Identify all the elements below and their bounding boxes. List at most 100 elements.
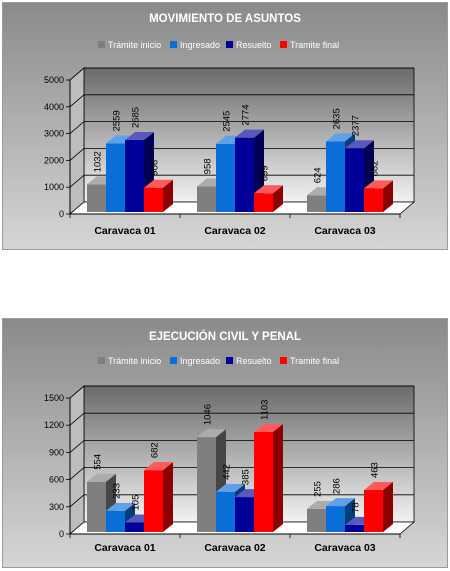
bar-top bbox=[216, 483, 245, 492]
bar-value-label: 2635 bbox=[332, 108, 343, 129]
gridline-side bbox=[69, 440, 85, 453]
bar-front bbox=[364, 490, 383, 532]
bar-front bbox=[106, 510, 125, 532]
bar-front bbox=[125, 522, 144, 532]
bar-front bbox=[197, 186, 216, 212]
bar-value-label: 2685 bbox=[131, 107, 142, 128]
legend-entry: Tramite final bbox=[290, 356, 339, 366]
y-tick-label: 5000 bbox=[44, 75, 64, 85]
legend-entry: Resuelto bbox=[236, 40, 272, 50]
y-tick-label: 900 bbox=[49, 447, 64, 457]
bar-value-label: 1046 bbox=[203, 404, 214, 425]
legend-swatch bbox=[226, 41, 233, 48]
gridline-side bbox=[69, 174, 85, 188]
legend-entry: Trámite inicio bbox=[108, 40, 161, 50]
bar-value-label: 682 bbox=[150, 442, 161, 458]
bar-value-label: 105 bbox=[131, 495, 142, 511]
bar-front bbox=[216, 143, 235, 212]
bar-front bbox=[197, 437, 216, 532]
legend-swatch bbox=[170, 41, 177, 48]
bar-top bbox=[364, 482, 393, 491]
chart-title: MOVIMIENTO DE ASUNTOS bbox=[149, 13, 301, 25]
bar-top bbox=[197, 429, 226, 438]
bar-top bbox=[345, 140, 374, 149]
bar-value-label: 255 bbox=[313, 481, 324, 497]
bar-top bbox=[254, 185, 283, 194]
gridline-side bbox=[69, 467, 85, 480]
bar-front bbox=[216, 491, 235, 532]
y-tick-label: 2000 bbox=[44, 155, 64, 165]
bar-front bbox=[254, 431, 273, 532]
chart-movimiento-de-asuntos: MOVIMIENTO DE ASUNTOS Trámite inicio Ingre… bbox=[2, 2, 448, 250]
y-tick-label: 3000 bbox=[44, 129, 64, 139]
gridline-side bbox=[69, 121, 85, 134]
chart-panel-movimiento: MOVIMIENTO DE ASUNTOS Trámite inicio Ingre… bbox=[2, 2, 448, 250]
bar-top bbox=[254, 423, 283, 432]
bar-value-label: 2545 bbox=[222, 111, 233, 132]
legend-swatch bbox=[280, 357, 287, 364]
bar-front bbox=[106, 143, 125, 212]
bar-top bbox=[326, 498, 355, 507]
bar-value-label: 78 bbox=[351, 502, 362, 513]
bar-value-label: 442 bbox=[222, 464, 233, 480]
bar-value-label: 882 bbox=[370, 161, 381, 177]
bar-value-label: 958 bbox=[203, 158, 214, 174]
legend-swatch bbox=[98, 357, 105, 364]
y-tick-label: 600 bbox=[49, 475, 64, 485]
y-tick-label: 0 bbox=[59, 529, 64, 539]
bar-top bbox=[144, 179, 173, 188]
bar-side bbox=[273, 185, 283, 212]
bar-side bbox=[383, 180, 393, 212]
bar-top bbox=[326, 133, 355, 142]
x-category-label: Caravaca 02 bbox=[204, 542, 265, 554]
bar-value-label: 624 bbox=[313, 167, 324, 183]
bar bbox=[364, 482, 393, 532]
y-tick-label: 1000 bbox=[44, 182, 64, 192]
bar-side bbox=[163, 179, 173, 212]
chart-panel-ejecucion: EJECUCIÓN CIVIL Y PENAL Trámite inicio Ing… bbox=[2, 318, 448, 568]
legend-entry: Resuelto bbox=[236, 356, 272, 366]
bar bbox=[254, 423, 283, 532]
bar-value-label: 1032 bbox=[93, 151, 104, 172]
bar-value-label: 2559 bbox=[112, 110, 123, 131]
chart-title: EJECUCIÓN CIVIL Y PENAL bbox=[149, 330, 301, 343]
bar-top bbox=[87, 473, 116, 482]
bar-front bbox=[326, 141, 345, 212]
x-category-label: Caravaca 01 bbox=[94, 542, 155, 554]
y-tick-label: 0 bbox=[59, 209, 64, 219]
bar-value-label: 1103 bbox=[260, 400, 271, 420]
bar-front bbox=[144, 470, 163, 532]
bar-front bbox=[254, 193, 273, 212]
bar-front bbox=[235, 497, 254, 532]
x-category-label: Caravaca 03 bbox=[314, 225, 375, 237]
plot-side-wall bbox=[69, 67, 85, 215]
bar-side bbox=[383, 482, 393, 532]
bar-front bbox=[364, 188, 383, 212]
x-category-label: Caravaca 02 bbox=[204, 225, 265, 237]
legend-swatch bbox=[98, 41, 105, 48]
bar-top bbox=[106, 135, 135, 144]
legend-entry: Tramite final bbox=[290, 40, 339, 50]
y-tick-label: 300 bbox=[49, 502, 64, 512]
bar-value-label: 233 bbox=[112, 483, 123, 499]
bar-front bbox=[307, 195, 326, 212]
bar-top bbox=[125, 132, 154, 141]
gridline-side bbox=[69, 67, 85, 81]
bar-side bbox=[273, 423, 283, 532]
bar-value-label: 554 bbox=[93, 454, 104, 470]
legend-swatch bbox=[226, 357, 233, 364]
bar-top bbox=[364, 180, 393, 189]
bar-top bbox=[106, 502, 135, 511]
bar-front bbox=[307, 508, 326, 532]
bar-front bbox=[235, 137, 254, 212]
bar-value-label: 906 bbox=[150, 160, 161, 176]
y-tick-label: 1500 bbox=[44, 393, 64, 403]
gridline-side bbox=[69, 94, 85, 108]
bar-front bbox=[87, 481, 106, 532]
bar-value-label: 2774 bbox=[241, 105, 252, 126]
bar-front bbox=[345, 524, 364, 532]
bar bbox=[144, 179, 173, 212]
bar bbox=[254, 185, 283, 212]
gridline-side bbox=[69, 148, 85, 161]
y-tick-label: 4000 bbox=[44, 102, 64, 112]
